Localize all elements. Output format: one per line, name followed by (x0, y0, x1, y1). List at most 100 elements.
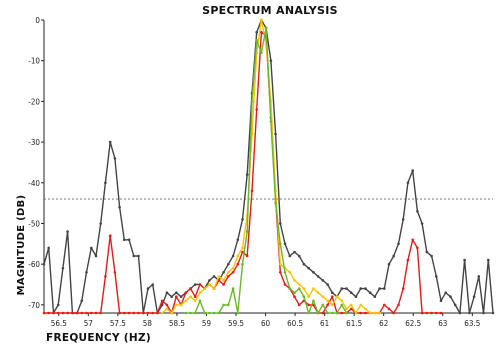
data-point (71, 311, 74, 315)
data-point (312, 287, 315, 290)
data-point (99, 222, 102, 225)
data-point (302, 295, 306, 299)
data-point (340, 299, 344, 303)
data-point (264, 26, 268, 30)
x-tick-label: 60 (261, 319, 271, 328)
data-point (449, 295, 452, 299)
data-point (397, 303, 400, 307)
data-point (297, 283, 301, 286)
data-point (349, 291, 353, 295)
data-point (331, 291, 334, 295)
data-point (165, 307, 169, 311)
data-point (227, 271, 230, 274)
data-point (241, 246, 244, 250)
data-point (241, 262, 244, 266)
data-point (94, 311, 98, 315)
data-point (293, 295, 296, 299)
data-point (373, 311, 377, 315)
data-point (198, 283, 202, 286)
data-point (189, 311, 192, 315)
y-tick-label: -50 (28, 219, 40, 228)
data-point (146, 311, 150, 315)
data-point (208, 311, 211, 315)
data-point (99, 311, 102, 315)
data-point (288, 271, 292, 274)
data-point (255, 30, 258, 34)
data-point (56, 303, 60, 307)
data-point (222, 279, 225, 282)
data-point (170, 295, 173, 299)
x-tick-label: 57 (84, 319, 93, 328)
data-point (416, 210, 419, 213)
data-point (279, 222, 282, 225)
x-tick-label: 57.5 (110, 319, 126, 328)
x-tick-label: 61.5 (346, 319, 362, 328)
data-point (203, 311, 206, 315)
data-point (279, 242, 282, 246)
data-point (236, 238, 240, 242)
data-point (326, 311, 329, 315)
data-point (387, 307, 391, 311)
data-point (335, 311, 339, 315)
x-tick-label: 63 (438, 319, 447, 328)
data-point (307, 303, 311, 307)
data-point (108, 140, 112, 144)
y-axis-label: MAGNITUDE (DB) (16, 195, 27, 296)
data-point (118, 311, 121, 315)
data-point (335, 295, 339, 299)
data-point (345, 307, 348, 311)
data-point (435, 311, 438, 315)
data-point (198, 291, 202, 295)
data-point (151, 283, 154, 286)
data-point (321, 279, 325, 282)
data-point (80, 299, 84, 303)
y-tick-label: -60 (28, 260, 40, 269)
data-point (198, 299, 202, 303)
data-point (260, 30, 263, 34)
data-point (165, 291, 169, 295)
data-point (312, 299, 315, 303)
data-point (430, 311, 433, 315)
data-point (288, 254, 292, 258)
data-point (401, 218, 405, 221)
data-point (279, 271, 282, 274)
data-point (90, 311, 93, 315)
data-point (241, 250, 244, 254)
data-point (420, 311, 424, 315)
data-point (274, 132, 277, 136)
data-point (222, 283, 225, 286)
data-point (463, 258, 466, 262)
data-point (293, 291, 296, 295)
data-point (66, 311, 69, 315)
data-point (345, 311, 348, 315)
data-point (307, 295, 311, 299)
data-point (113, 157, 117, 160)
data-point (477, 275, 481, 278)
data-point (416, 246, 419, 250)
data-point (321, 311, 325, 315)
data-point (193, 283, 197, 286)
data-point (42, 262, 46, 266)
data-point (406, 181, 410, 185)
data-point (439, 299, 443, 303)
x-tick-label: 62 (379, 319, 388, 328)
data-point (425, 250, 429, 254)
data-point (104, 275, 107, 278)
data-point (255, 39, 258, 42)
data-point (354, 295, 358, 299)
data-point (392, 254, 396, 258)
data-point (142, 311, 145, 315)
x-tick-label: 58 (143, 319, 153, 328)
data-point (487, 258, 490, 262)
data-point (108, 234, 112, 237)
data-point (368, 291, 372, 295)
data-point (345, 287, 348, 290)
data-point (160, 299, 164, 303)
y-tick-label: 0 (35, 16, 40, 25)
data-point (354, 311, 358, 315)
data-point (184, 299, 188, 303)
data-point (193, 295, 197, 299)
data-point (274, 201, 277, 205)
data-point (127, 238, 131, 242)
